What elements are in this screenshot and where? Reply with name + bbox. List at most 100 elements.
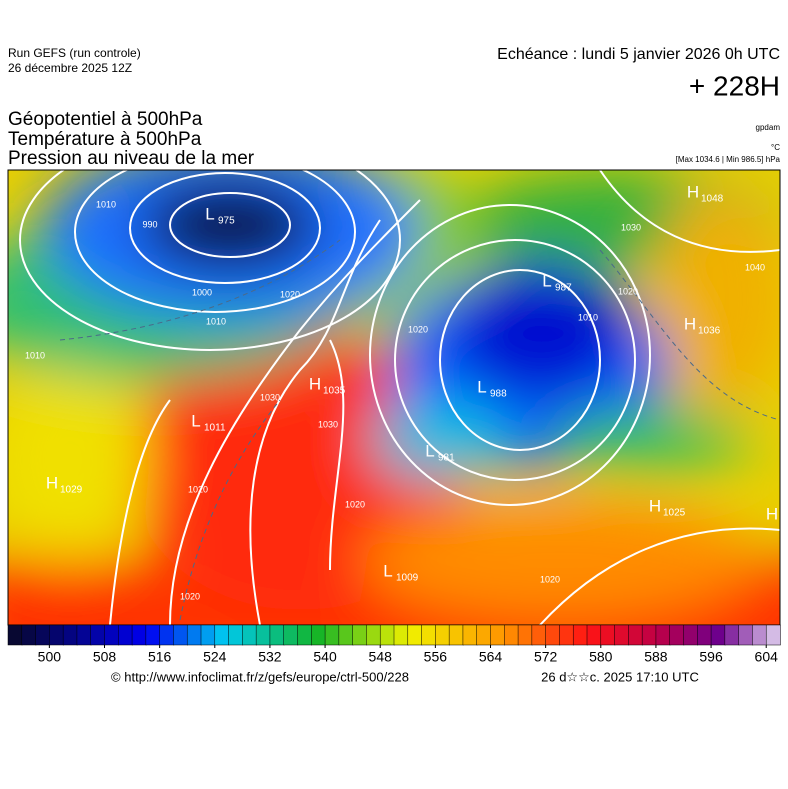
colorbar-swatch <box>35 624 51 646</box>
center-letter: H <box>684 314 696 333</box>
colorbar-tick-label: 572 <box>534 649 558 665</box>
colorbar-tick-label: 524 <box>203 649 227 665</box>
colorbar-tick-label: 516 <box>148 649 172 665</box>
title: Géopotentiel à 500hPa <box>8 109 203 130</box>
colorbar-swatch <box>531 624 547 646</box>
isobar-label: 1020 <box>618 286 638 296</box>
colorbar-swatch <box>628 624 643 646</box>
colorbar-tick-label: 500 <box>38 649 62 665</box>
colorbar-swatch <box>200 624 216 646</box>
colorbar-swatch <box>504 624 519 646</box>
isotherms <box>59 239 780 621</box>
center-value: 1035 <box>323 386 346 397</box>
isobar-label: 1020 <box>188 484 208 494</box>
colorbar-swatch <box>765 624 781 646</box>
colorbar-swatch <box>104 624 120 646</box>
center-letter: L <box>191 411 200 430</box>
colorbar-swatch <box>393 624 409 646</box>
colorbar-swatch <box>435 624 450 646</box>
isobar-label: 1010 <box>578 312 598 322</box>
colorbar-swatch <box>669 624 685 646</box>
colorbar-swatch <box>49 624 64 646</box>
valid-time: Echéance : lundi 5 janvier 2026 0h UTC <box>497 46 780 63</box>
center-value: 1048 <box>701 194 724 205</box>
colorbar-swatch <box>21 624 37 646</box>
isobar-label: 1020 <box>280 289 300 299</box>
colorbar-swatch <box>710 624 726 646</box>
colorbar-swatch <box>586 624 602 646</box>
colorbar-tick-label: 540 <box>313 649 337 665</box>
colorbar-swatch <box>118 624 133 646</box>
colorbar-swatch <box>683 624 699 646</box>
colorbar-swatch <box>311 624 326 646</box>
unit: °C <box>771 143 780 152</box>
colorbar-swatch <box>572 624 588 646</box>
colorbar-swatch <box>517 624 533 646</box>
colorbar-swatch <box>407 624 423 646</box>
colorbar-swatch <box>228 624 244 646</box>
isobar-label: 1020 <box>345 499 365 509</box>
center-value: 1036 <box>698 326 721 337</box>
title: Température à 500hPa <box>8 129 202 150</box>
isobar-label: 1010 <box>96 199 116 209</box>
colorbar-swatch <box>752 624 767 646</box>
colorbar-swatch <box>62 624 78 646</box>
center-value: 1025 <box>663 508 686 519</box>
center-letter: L <box>542 271 551 290</box>
colorbar-swatch <box>600 624 616 646</box>
center-value: 987 <box>555 283 572 294</box>
colorbar-swatch <box>90 624 106 646</box>
isobar-label: 1000 <box>192 287 212 297</box>
colorbar-tick-label: 548 <box>369 649 393 665</box>
colorbar-swatch <box>697 624 712 646</box>
colorbar-swatch <box>379 624 395 646</box>
colorbar-swatch <box>366 624 381 646</box>
run-date: 26 décembre 2025 12Z <box>8 61 132 75</box>
colorbar-swatch <box>242 624 257 646</box>
isobar-label: 1030 <box>260 392 280 402</box>
colorbar-swatch <box>724 624 740 646</box>
colorbar-tick-label: 596 <box>699 649 723 665</box>
isobar-label: 1020 <box>540 574 560 584</box>
colorbar-swatch <box>173 624 188 646</box>
colorbar-swatch <box>476 624 492 646</box>
center-value: 1029 <box>60 485 83 496</box>
center-value: 1009 <box>396 573 419 584</box>
colorbar-swatch <box>324 624 340 646</box>
generated: 26 d☆☆c. 2025 17:10 UTC <box>541 669 699 684</box>
center-letter: L <box>383 561 392 580</box>
colorbar-swatch <box>131 624 147 646</box>
center-letter: L <box>205 204 214 223</box>
isobar-label: 1030 <box>318 419 338 429</box>
colorbar-tick-label: 564 <box>479 649 503 665</box>
center-letter: H <box>46 473 58 492</box>
isobar-label: 1040 <box>745 262 765 272</box>
colorbar-swatch <box>186 624 202 646</box>
title: Pression au niveau de la mer <box>8 148 255 169</box>
colorbar-swatch <box>421 624 437 646</box>
colorbar-swatch <box>159 624 175 646</box>
center-letter: L <box>477 377 486 396</box>
colorbar-swatch <box>214 624 230 646</box>
colorbar-swatch <box>283 624 299 646</box>
colorbar-swatch <box>338 624 354 646</box>
unit: gpdam <box>756 123 781 132</box>
colorbar-tick-label: 580 <box>589 649 613 665</box>
isobars <box>19 170 780 625</box>
colorbar-swatch <box>269 624 285 646</box>
run-label: Run GEFS (run controle) <box>8 46 141 60</box>
isobar-label: 1010 <box>25 350 45 360</box>
colorbar-swatch <box>255 624 271 646</box>
colorbar-swatch <box>655 624 671 646</box>
colorbar-swatch <box>7 624 23 646</box>
colorbar-tick-label: 588 <box>644 649 668 665</box>
extremes: [Max 1034.6 | Min 986.5] hPa <box>676 155 781 164</box>
colorbar-tick-label: 508 <box>93 649 117 665</box>
source: © http://www.infoclimat.fr/z/gefs/europe… <box>111 669 409 684</box>
colorbar-swatch <box>297 624 313 646</box>
isobar-label: 1020 <box>180 591 200 601</box>
colorbar-swatch <box>76 624 92 646</box>
lead-time: + 228H <box>689 70 780 101</box>
colorbar-tick-label: 556 <box>424 649 448 665</box>
